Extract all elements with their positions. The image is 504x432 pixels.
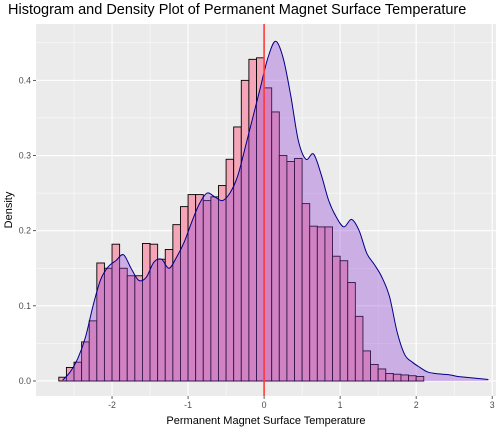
histogram-bars	[58, 57, 425, 382]
density-layer	[62, 40, 489, 381]
x-tick-label: -2	[108, 400, 116, 410]
histogram-bar	[415, 376, 425, 382]
x-axis-title: Permanent Magnet Surface Temperature	[166, 415, 365, 427]
y-tick-label: 0.3	[19, 151, 31, 161]
y-tick-label: 0.0	[19, 376, 31, 386]
x-tick-label: 0	[262, 400, 267, 410]
x-tick-label: 1	[338, 400, 343, 410]
histogram-bar	[354, 315, 364, 382]
x-tick-label: -1	[184, 400, 192, 410]
axes: -2 -1 0 1 2 3 0.0 0.1 0.2 0.3 0.4	[19, 75, 495, 410]
y-tick-label: 0.2	[19, 226, 31, 236]
x-tick-label: 3	[490, 400, 495, 410]
y-tick-label: 0.1	[19, 301, 31, 311]
x-tick-label: 2	[414, 400, 419, 410]
chart-title: Histogram and Density Plot of Permanent …	[8, 2, 467, 18]
y-tick-label: 0.4	[19, 75, 31, 85]
density-curve	[62, 40, 489, 381]
y-axis-title: Density	[3, 191, 15, 228]
density-area	[62, 41, 489, 381]
